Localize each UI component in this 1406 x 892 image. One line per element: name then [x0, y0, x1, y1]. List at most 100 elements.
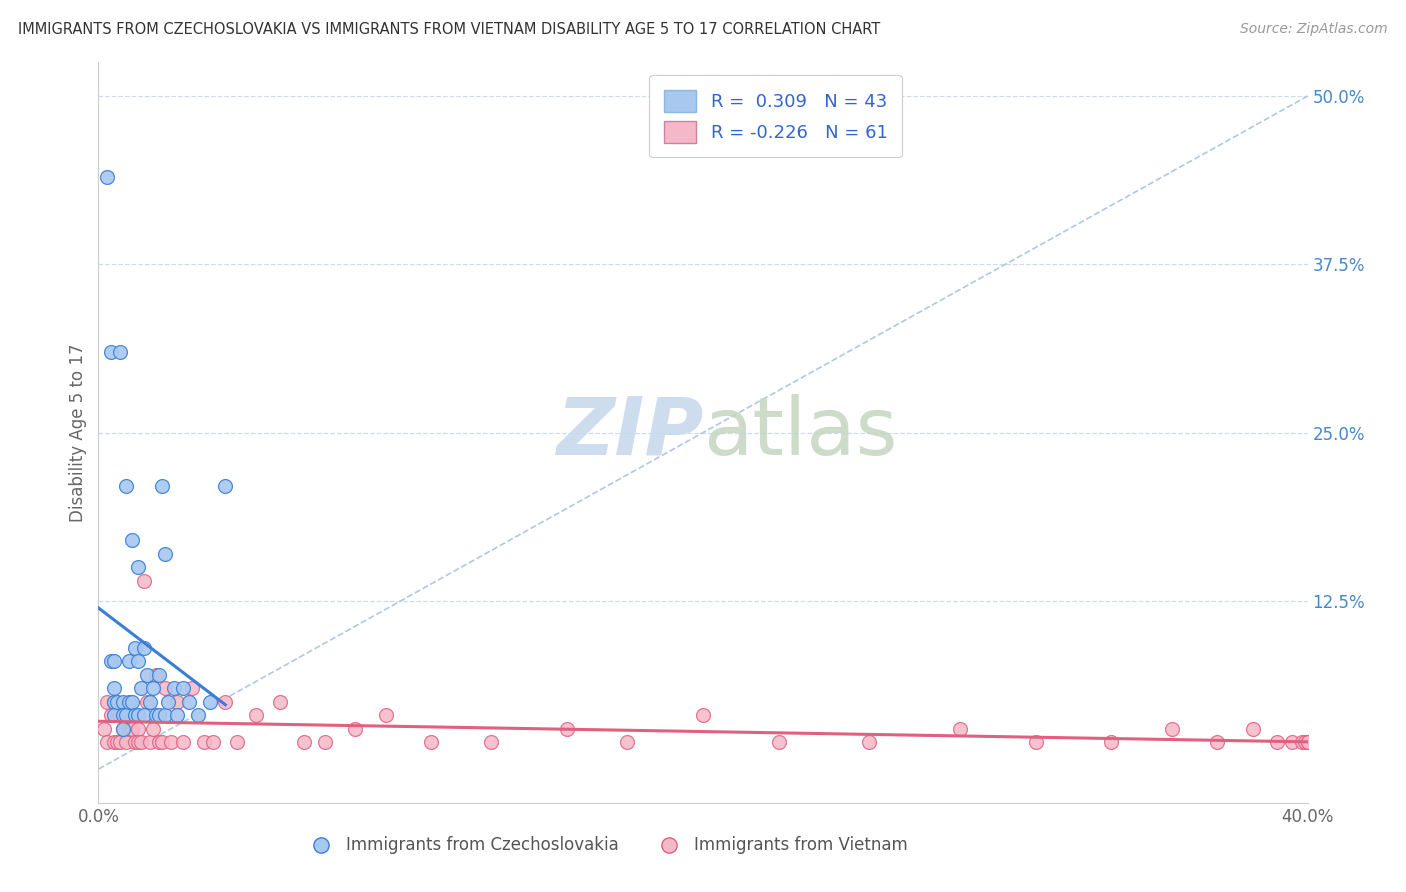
Point [153, 547, 176, 561]
Point [1296, 735, 1319, 749]
Point [105, 735, 128, 749]
Point [114, 479, 136, 493]
Point [166, 708, 188, 723]
Point [127, 735, 149, 749]
Point [103, 735, 125, 749]
Point [132, 640, 155, 655]
Point [118, 695, 141, 709]
Point [692, 708, 714, 723]
Point [179, 695, 201, 709]
Point [129, 735, 152, 749]
Point [135, 695, 157, 709]
Point [111, 695, 134, 709]
Point [1267, 735, 1289, 749]
Point [142, 722, 165, 736]
Point [139, 695, 162, 709]
Point [108, 344, 131, 359]
Point [105, 695, 128, 709]
Point [124, 640, 146, 655]
Point [93, 722, 115, 736]
Point [100, 708, 122, 723]
Legend: Immigrants from Czechoslovakia, Immigrants from Vietnam: Immigrants from Czechoslovakia, Immigran… [298, 830, 914, 861]
Point [96, 735, 118, 749]
Point [292, 735, 315, 749]
Point [127, 708, 149, 723]
Point [214, 695, 236, 709]
Point [145, 708, 167, 723]
Point [187, 708, 209, 723]
Point [127, 722, 149, 736]
Point [226, 735, 249, 749]
Point [111, 708, 134, 723]
Point [481, 735, 503, 749]
Point [374, 708, 396, 723]
Point [145, 668, 167, 682]
Point [148, 708, 170, 723]
Point [103, 695, 125, 709]
Point [949, 722, 972, 736]
Point [200, 695, 222, 709]
Text: Source: ZipAtlas.com: Source: ZipAtlas.com [1240, 22, 1388, 37]
Point [127, 655, 149, 669]
Point [139, 735, 162, 749]
Point [344, 722, 367, 736]
Point [108, 708, 131, 723]
Point [100, 655, 122, 669]
Point [153, 708, 176, 723]
Point [114, 708, 136, 723]
Point [420, 735, 443, 749]
Point [172, 735, 194, 749]
Point [100, 344, 122, 359]
Point [103, 655, 125, 669]
Text: atlas: atlas [703, 393, 897, 472]
Point [124, 735, 146, 749]
Point [121, 695, 143, 709]
Point [1291, 735, 1313, 749]
Point [121, 722, 143, 736]
Point [163, 681, 186, 696]
Point [135, 668, 157, 682]
Point [858, 735, 880, 749]
Text: ZIP: ZIP [555, 393, 703, 472]
Point [160, 735, 183, 749]
Point [103, 695, 125, 709]
Point [1160, 722, 1182, 736]
Point [181, 681, 204, 696]
Point [129, 681, 152, 696]
Point [1294, 735, 1316, 749]
Point [118, 722, 141, 736]
Point [202, 735, 225, 749]
Point [1281, 735, 1303, 749]
Point [132, 574, 155, 588]
Point [103, 681, 125, 696]
Point [111, 722, 134, 736]
Point [150, 479, 173, 493]
Point [114, 708, 136, 723]
Point [96, 695, 118, 709]
Point [150, 735, 173, 749]
Point [127, 560, 149, 574]
Point [166, 695, 188, 709]
Point [768, 735, 790, 749]
Point [616, 735, 638, 749]
Point [108, 735, 131, 749]
Point [156, 695, 179, 709]
Point [103, 708, 125, 723]
Point [269, 695, 291, 709]
Point [118, 655, 141, 669]
Y-axis label: Disability Age 5 to 17: Disability Age 5 to 17 [69, 343, 87, 522]
Point [1296, 735, 1319, 749]
Point [193, 735, 215, 749]
Point [172, 681, 194, 696]
Point [142, 681, 165, 696]
Text: IMMIGRANTS FROM CZECHOSLOVAKIA VS IMMIGRANTS FROM VIETNAM DISABILITY AGE 5 TO 17: IMMIGRANTS FROM CZECHOSLOVAKIA VS IMMIGR… [18, 22, 880, 37]
Point [96, 169, 118, 184]
Point [1241, 722, 1264, 736]
Point [148, 668, 170, 682]
Point [105, 708, 128, 723]
Point [153, 681, 176, 696]
Point [1024, 735, 1046, 749]
Point [114, 735, 136, 749]
Point [121, 533, 143, 548]
Point [214, 479, 236, 493]
